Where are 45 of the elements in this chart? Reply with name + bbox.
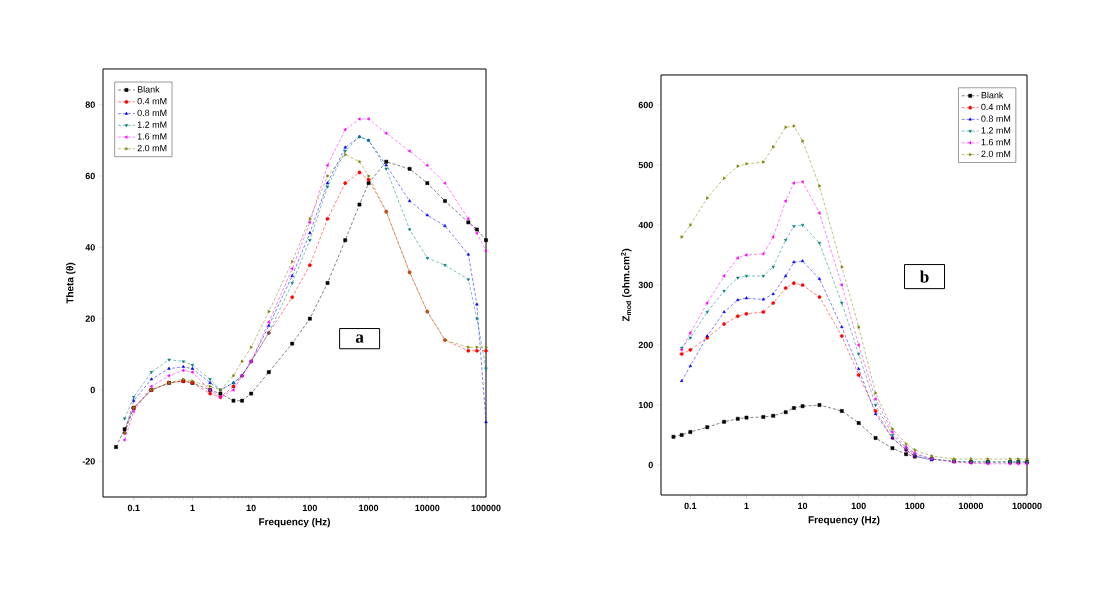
x-tick-label: 1 bbox=[190, 504, 195, 511]
x-tick-label: 100000 bbox=[471, 504, 501, 512]
y-tick-label: 20 bbox=[85, 315, 95, 322]
x-tick-label: 10000 bbox=[415, 504, 440, 512]
x-tick-label: 100000 bbox=[1012, 502, 1042, 510]
x-tick-label: 1000 bbox=[359, 504, 379, 512]
y-tick-label: 300 bbox=[638, 281, 653, 289]
y-tick-label: 0 bbox=[90, 386, 95, 394]
legend-label: 0.8 mM bbox=[981, 115, 1011, 122]
legend-label: 0.4 mM bbox=[137, 97, 167, 105]
y-axis-title: Z$_{mod}$ (ohm.cm$^{2}$) bbox=[620, 248, 632, 322]
y-tick-label: 100 bbox=[638, 401, 653, 409]
legend-label: 1.2 mM bbox=[981, 127, 1011, 134]
y-tick-label: 600 bbox=[638, 101, 653, 109]
x-tick-label: 100 bbox=[851, 502, 866, 510]
x-tick-label: 0.1 bbox=[127, 504, 140, 512]
y-axis-title: Theta (θ) bbox=[66, 262, 76, 304]
y-tick-label: 500 bbox=[638, 161, 653, 169]
annotation: a bbox=[355, 334, 364, 343]
x-axis-title: Frequency (Hz) bbox=[259, 517, 330, 528]
x-tick-label: 100 bbox=[302, 504, 317, 512]
x-axis-title: Frequency (Hz) bbox=[808, 515, 880, 526]
legend-label: 1.6 mM bbox=[981, 138, 1011, 146]
x-tick-label: 0.1 bbox=[684, 502, 697, 510]
y-tick-label: 400 bbox=[638, 221, 653, 229]
legend-label: Blank bbox=[137, 86, 160, 93]
y-tick-label: 80 bbox=[85, 101, 95, 108]
x-tick-label: 10000 bbox=[959, 502, 983, 510]
y-tick-label: 40 bbox=[85, 244, 95, 251]
legend-label: 1.2 mM bbox=[137, 121, 167, 128]
x-tick-label: 1 bbox=[744, 502, 749, 509]
legend-label: 1.6 mM bbox=[137, 133, 167, 140]
y-tick-label: -20 bbox=[82, 458, 95, 465]
x-tick-label: 1000 bbox=[905, 502, 925, 510]
y-tick-label: 60 bbox=[85, 172, 95, 180]
x-tick-label: 10 bbox=[798, 502, 808, 510]
x-tick-label: 10 bbox=[246, 504, 256, 512]
legend-label: 2.0 mM bbox=[137, 144, 167, 152]
annotation: b bbox=[919, 270, 929, 283]
y-tick-label: 200 bbox=[638, 341, 653, 349]
legend-label: 0.4 mM bbox=[981, 103, 1011, 111]
legend-label: 0.8 mM bbox=[137, 109, 167, 117]
y-tick-label: 0 bbox=[648, 461, 653, 469]
legend-label: Blank bbox=[981, 91, 1004, 99]
legend-label: 2.0 mM bbox=[981, 150, 1011, 158]
